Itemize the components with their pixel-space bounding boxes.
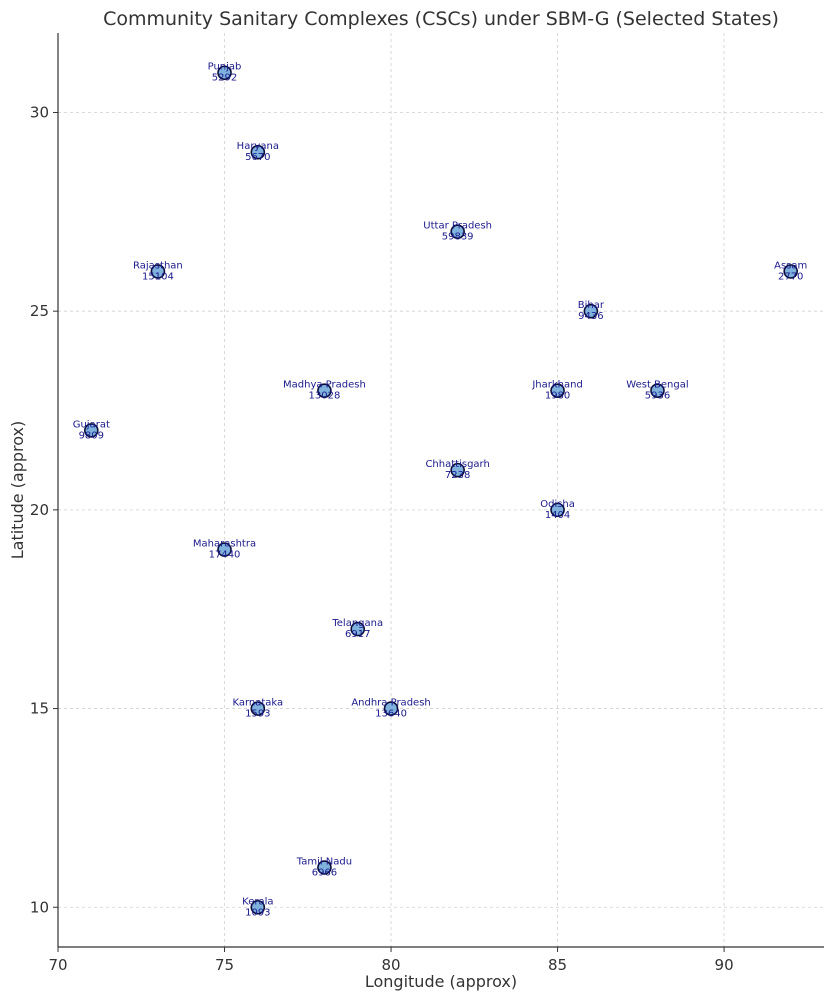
point-state-label: Madhya Pradesh xyxy=(283,380,366,391)
axes: 70 75 80 85 90 10 15 20 25 30 xyxy=(30,33,824,974)
point-state-label: Andhra Pradesh xyxy=(351,698,430,709)
y-axis-label: Latitude (approx) xyxy=(8,421,27,560)
x-tick-label: 85 xyxy=(548,956,567,974)
point-marker xyxy=(550,383,565,398)
point-value-label: 1404 xyxy=(545,510,570,521)
point-marker xyxy=(783,264,798,279)
point-state-label: Rajasthan xyxy=(133,260,183,271)
point-value-label: 1593 xyxy=(245,709,270,720)
x-axis-label: Longitude (approx) xyxy=(365,972,517,991)
y-tick-label: 10 xyxy=(30,898,49,916)
y-tick-label: 20 xyxy=(30,501,49,519)
point-marker xyxy=(217,542,232,557)
point-value-label: 13028 xyxy=(309,391,341,402)
chart-title: Community Sanitary Complexes (CSCs) unde… xyxy=(103,8,779,30)
y-tick-label: 15 xyxy=(30,700,49,718)
point-state-label: Tamil Nadu xyxy=(296,857,352,868)
point-value-label: 9809 xyxy=(79,430,104,441)
point-marker xyxy=(450,462,465,478)
point-value-label: 1093 xyxy=(245,907,270,918)
point-marker xyxy=(317,860,332,875)
point-value-label: 5670 xyxy=(245,152,270,163)
point-marker xyxy=(84,423,99,438)
point-state-label: Odisha xyxy=(540,499,575,510)
point-value-label: 15104 xyxy=(142,271,174,282)
point-state-label: Telangana xyxy=(331,618,383,629)
grid xyxy=(57,33,824,947)
point-marker xyxy=(250,899,266,915)
point-value-label: 17440 xyxy=(209,550,241,561)
x-tick-label: 80 xyxy=(381,956,400,974)
point-marker xyxy=(450,224,465,239)
point-value-label: 7238 xyxy=(445,470,470,481)
point-marker xyxy=(383,701,399,716)
x-tick-label: 90 xyxy=(715,956,734,974)
point-state-label: Haryana xyxy=(237,141,279,152)
point-marker xyxy=(550,502,565,518)
x-tick-label: 75 xyxy=(215,956,234,974)
point-marker xyxy=(150,264,166,279)
point-state-label: Jharkhand xyxy=(531,380,582,391)
point-value-label: 59839 xyxy=(442,232,474,243)
point-marker xyxy=(350,621,366,637)
point-marker xyxy=(650,383,665,398)
point-state-label: Kerala xyxy=(242,896,273,907)
point-state-label: Bihar xyxy=(578,300,605,311)
point-value-label: 9436 xyxy=(578,311,603,322)
point-value-label: 6966 xyxy=(312,868,337,879)
point-marker xyxy=(250,701,266,716)
point-marker xyxy=(250,144,266,160)
point-marker xyxy=(317,383,332,398)
point-value-label: 2770 xyxy=(778,271,803,282)
point-state-label: Assam xyxy=(774,260,807,271)
point-state-label: Gujarat xyxy=(73,419,110,430)
point-value-label: 1980 xyxy=(545,391,570,402)
y-tick-label: 25 xyxy=(30,302,49,320)
point-state-label: Uttar Pradesh xyxy=(423,221,492,232)
point-value-label: 5936 xyxy=(645,391,670,402)
point-state-label: Punjab xyxy=(208,62,242,73)
point-state-label: Chhattisgarh xyxy=(425,459,489,470)
point-value-label: 5292 xyxy=(212,73,237,84)
point-marker xyxy=(217,65,232,81)
x-tick-label: 70 xyxy=(48,956,67,974)
point-state-label: Karnataka xyxy=(232,698,283,709)
point-state-label: Maharashtra xyxy=(193,539,256,550)
point-state-label: West Bengal xyxy=(626,380,688,391)
point-value-label: 13640 xyxy=(375,709,407,720)
point-value-label: 6917 xyxy=(345,629,370,640)
y-tick-label: 30 xyxy=(30,103,49,121)
point-marker xyxy=(583,303,599,319)
